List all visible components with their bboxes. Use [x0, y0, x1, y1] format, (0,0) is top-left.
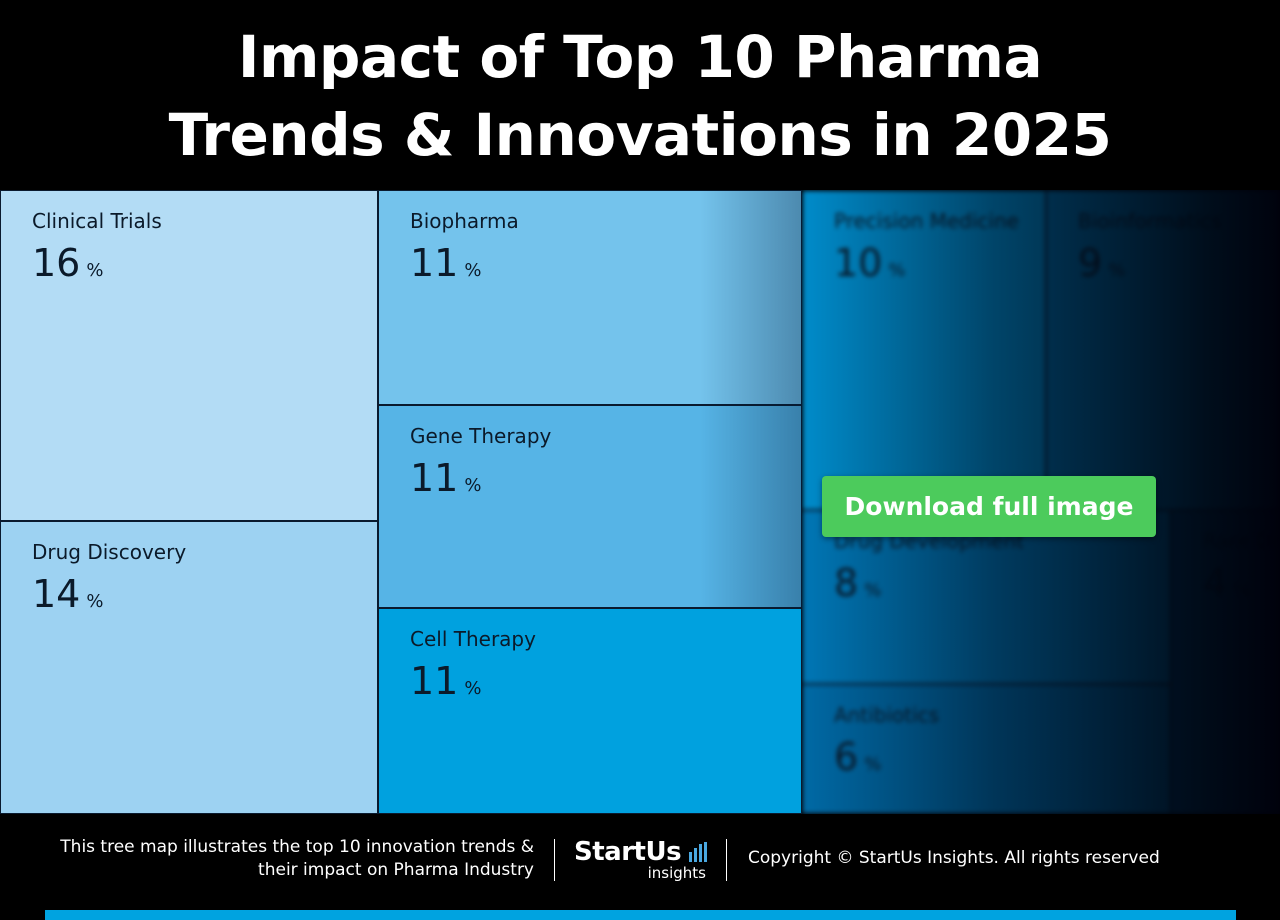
- tile-label: Cell Therapy: [410, 627, 536, 651]
- tile-value: 14%: [32, 572, 104, 616]
- logo-brand-text: StartUs: [574, 837, 682, 867]
- tile-label: Clinical Trials: [32, 209, 162, 233]
- footer-caption-line-2: their impact on Pharma Industry: [258, 860, 534, 880]
- footer-divider-left: [554, 839, 555, 881]
- logo-sub-text: insights: [647, 864, 706, 882]
- footer-divider-right: [726, 839, 727, 881]
- tile-value: 10%: [834, 241, 906, 285]
- tile-label: Precision Medicine: [834, 209, 1019, 233]
- tile-value: 6%: [834, 735, 882, 779]
- tile-value: 9%: [1078, 241, 1126, 285]
- treemap-tile-clinical-trials: Clinical Trials 16%: [0, 190, 378, 521]
- title-line-2: Trends & Innovations in 2025: [168, 101, 1112, 169]
- tile-label: Bioinformatics: [1078, 209, 1222, 233]
- startus-insights-logo[interactable]: StartUs insights: [574, 838, 710, 882]
- tile-label: Antibiotics: [834, 703, 940, 727]
- tile-value: 16%: [32, 241, 104, 285]
- treemap-tile-precision-medicine: Precision Medicine 10%: [802, 190, 1046, 510]
- title-line-1: Impact of Top 10 Pharma: [237, 23, 1043, 91]
- treemap-tile-antibiotics: Antibiotics 6%: [802, 684, 1171, 814]
- tile-label: Biopharma: [410, 209, 519, 233]
- treemap-tile-bioinformatics: Bioinformatics 9%: [1046, 190, 1280, 510]
- tile-value: 11%: [410, 659, 482, 703]
- tile-value: 8%: [834, 561, 882, 605]
- treemap-tile-drug-discovery: Drug Discovery 14%: [0, 521, 378, 814]
- treemap-tile-cell-therapy: Cell Therapy 11%: [378, 608, 802, 814]
- footer-caption-line-1: This tree map illustrates the top 10 inn…: [60, 837, 534, 857]
- bottom-accent-bar: [45, 910, 1236, 920]
- footer-caption: This tree map illustrates the top 10 inn…: [14, 836, 534, 882]
- treemap-tile-gene-therapy: Gene Therapy 11%: [378, 405, 802, 608]
- treemap-tile-biopharma: Biopharma 11%: [378, 190, 802, 405]
- logo-bars-icon: [689, 842, 707, 862]
- tile-value: 11%: [410, 456, 482, 500]
- footer: This tree map illustrates the top 10 inn…: [0, 814, 1280, 920]
- tile-label: Gene Therapy: [410, 424, 552, 448]
- download-full-image-button[interactable]: Download full image: [822, 476, 1156, 537]
- tile-label: Drug Discovery: [32, 540, 187, 564]
- copyright-text: Copyright © StartUs Insights. All rights…: [748, 848, 1160, 868]
- tile-value: 4%: [1203, 561, 1251, 605]
- tile-value: 11%: [410, 241, 482, 285]
- chart-title: Impact of Top 10 Pharma Trends & Innovat…: [0, 18, 1280, 174]
- treemap-tile-rare-diseases: Rare Diseases 4%: [1171, 510, 1280, 814]
- tile-label: Rare Diseases: [1203, 529, 1279, 553]
